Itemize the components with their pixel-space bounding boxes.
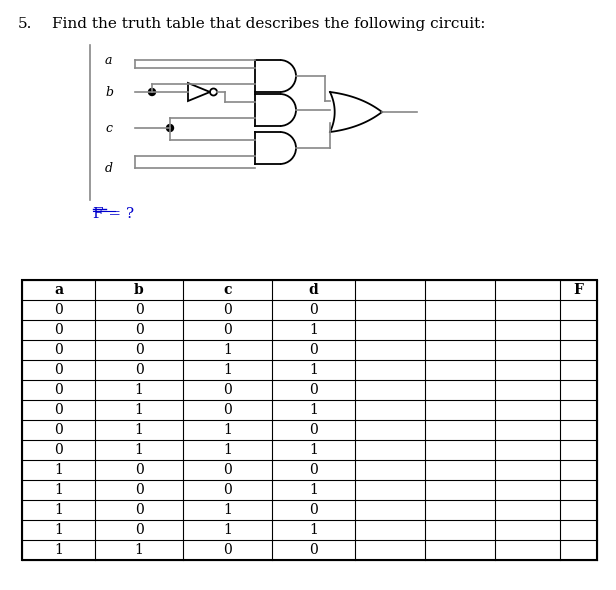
Text: 0: 0	[54, 303, 63, 317]
Text: d: d	[105, 162, 113, 175]
Text: 0: 0	[223, 403, 232, 417]
Text: 0: 0	[54, 383, 63, 397]
Text: Find the truth table that describes the following circuit:: Find the truth table that describes the …	[52, 17, 485, 31]
Text: 0: 0	[135, 503, 144, 517]
Text: 0: 0	[223, 483, 232, 497]
Text: 0: 0	[223, 323, 232, 337]
Text: 1: 1	[134, 543, 144, 557]
Text: 0: 0	[309, 543, 318, 557]
Text: 0: 0	[309, 303, 318, 317]
Text: 1: 1	[54, 463, 63, 477]
Text: 0: 0	[135, 483, 144, 497]
Text: 0: 0	[135, 343, 144, 357]
Text: 1: 1	[223, 443, 232, 457]
Text: 0: 0	[223, 463, 232, 477]
Text: 1: 1	[134, 423, 144, 437]
Circle shape	[166, 124, 174, 132]
Text: 0: 0	[135, 523, 144, 537]
Text: 0: 0	[309, 343, 318, 357]
Text: 0: 0	[54, 323, 63, 337]
Text: 1: 1	[223, 523, 232, 537]
Text: 1: 1	[54, 543, 63, 557]
Text: 1: 1	[309, 523, 318, 537]
Text: 1: 1	[309, 363, 318, 377]
Text: F: F	[573, 283, 583, 297]
Text: 1: 1	[223, 503, 232, 517]
Text: 1: 1	[134, 383, 144, 397]
Text: 5.: 5.	[18, 17, 33, 31]
Text: c: c	[105, 122, 112, 135]
Text: b: b	[105, 86, 113, 99]
Text: 1: 1	[309, 483, 318, 497]
Text: 1: 1	[54, 483, 63, 497]
Text: 0: 0	[135, 303, 144, 317]
Text: 0: 0	[54, 343, 63, 357]
Text: 0: 0	[223, 543, 232, 557]
Text: 0: 0	[135, 463, 144, 477]
Text: 0: 0	[54, 403, 63, 417]
Text: 1: 1	[54, 503, 63, 517]
Text: 1: 1	[223, 343, 232, 357]
Text: b: b	[134, 283, 144, 297]
Text: a: a	[54, 283, 63, 297]
Text: 0: 0	[309, 503, 318, 517]
Text: 0: 0	[135, 323, 144, 337]
Text: 0: 0	[223, 303, 232, 317]
Text: 1: 1	[134, 443, 144, 457]
Text: 0: 0	[54, 363, 63, 377]
Text: 1: 1	[223, 423, 232, 437]
Text: 0: 0	[54, 443, 63, 457]
Text: F = ?: F = ?	[93, 207, 134, 221]
Text: d: d	[309, 283, 318, 297]
Text: a: a	[105, 54, 113, 67]
Text: 1: 1	[309, 443, 318, 457]
Text: 1: 1	[134, 403, 144, 417]
Text: 0: 0	[309, 383, 318, 397]
Text: 0: 0	[54, 423, 63, 437]
Text: 1: 1	[54, 523, 63, 537]
Text: c: c	[223, 283, 232, 297]
Text: 0: 0	[309, 463, 318, 477]
Text: 1: 1	[309, 323, 318, 337]
Text: 1: 1	[309, 403, 318, 417]
Text: 0: 0	[223, 383, 232, 397]
Text: 0: 0	[135, 363, 144, 377]
Circle shape	[148, 88, 155, 96]
Text: 0: 0	[309, 423, 318, 437]
Text: 1: 1	[223, 363, 232, 377]
